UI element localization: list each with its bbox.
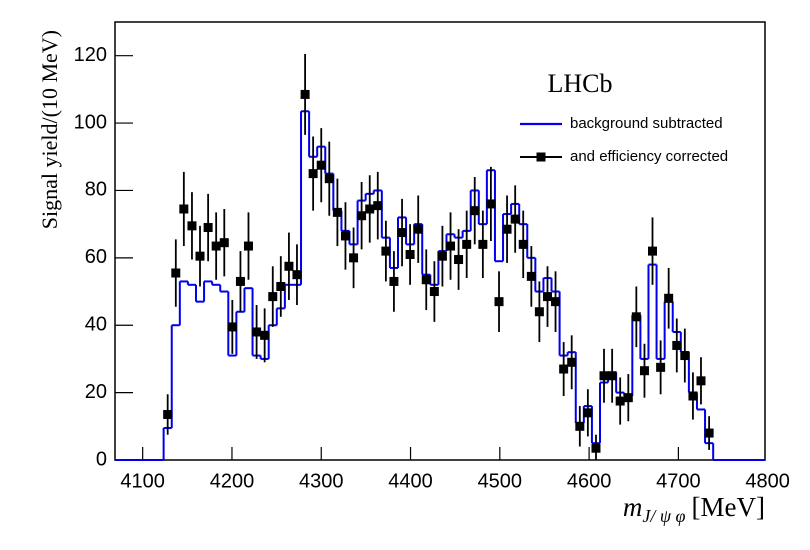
data-point [583, 408, 593, 418]
y-axis-label: Signal yield/(10 MeV) [37, 30, 62, 229]
data-point [534, 307, 544, 317]
x-tick-label: 4500 [478, 470, 523, 492]
data-point [308, 169, 318, 179]
data-point [591, 443, 601, 453]
data-point [688, 391, 698, 401]
experiment-label: LHCb [548, 69, 613, 98]
data-point [357, 211, 367, 221]
data-point [502, 224, 512, 234]
y-tick-label: 80 [85, 179, 107, 201]
data-point [373, 201, 383, 211]
legend-label: background subtracted [570, 115, 723, 132]
x-tick-label: 4600 [567, 470, 612, 492]
x-axis-label: mJ/ ψ φ [MeV] [623, 492, 765, 526]
data-point [413, 224, 423, 234]
data-point [470, 206, 480, 216]
data-point [211, 241, 221, 251]
data-point [631, 312, 641, 322]
data-point [421, 275, 431, 285]
data-point [243, 241, 253, 251]
data-point [203, 223, 213, 233]
data-point [437, 251, 447, 261]
data-point [219, 238, 229, 248]
data-point [284, 261, 294, 271]
data-point [446, 241, 456, 251]
plot-frame [114, 21, 766, 461]
data-point [365, 204, 375, 214]
x-tick-label: 4300 [299, 470, 344, 492]
y-tick-label: 20 [85, 381, 107, 403]
data-point [639, 366, 649, 376]
x-tick-label: 4100 [120, 470, 165, 492]
data-point [187, 221, 197, 231]
x-tick-label: 4700 [656, 470, 701, 492]
data-point [163, 410, 173, 420]
data-point [235, 276, 245, 286]
data-point [300, 89, 310, 99]
data-point [623, 393, 633, 403]
data-point [405, 249, 415, 259]
data-point [227, 322, 237, 332]
legend-swatch [536, 152, 546, 162]
data-point [292, 270, 302, 280]
x-label-subscript: J/ ψ φ [642, 506, 685, 526]
data-point [397, 228, 407, 238]
data-point [389, 276, 399, 286]
data-point [704, 428, 714, 438]
data-point [559, 364, 569, 374]
data-point [696, 376, 706, 386]
data-point [672, 340, 682, 350]
y-tick-label: 0 [96, 448, 107, 470]
data-point [664, 293, 674, 303]
data-point [171, 268, 181, 278]
data-point [195, 251, 205, 261]
data-point [462, 239, 472, 249]
y-tick-label: 100 [74, 111, 107, 133]
x-label-symbol: m [623, 492, 643, 522]
data-point [656, 362, 666, 372]
data-point [648, 246, 657, 256]
x-tick-label: 4400 [388, 470, 433, 492]
data-point [567, 357, 577, 367]
data-point [518, 239, 528, 249]
x-tick-label: 4800 [745, 470, 790, 492]
data-point [260, 330, 270, 340]
data-point [340, 231, 350, 241]
data-point [551, 297, 561, 307]
y-tick-label: 40 [85, 314, 107, 336]
data-point [615, 396, 625, 406]
x-label-unit: [MeV] [692, 492, 765, 522]
data-point [349, 253, 359, 263]
data-point [494, 297, 504, 307]
data-point [599, 371, 609, 381]
data-point [543, 292, 552, 302]
data-point [526, 271, 536, 281]
data-point [252, 327, 262, 337]
data-point [276, 281, 286, 291]
data-point [324, 174, 334, 184]
data-point [510, 214, 520, 224]
data-point [454, 255, 464, 265]
data-point [316, 160, 326, 170]
data-point [680, 351, 690, 361]
data-point [478, 239, 488, 249]
y-tick-label: 60 [85, 246, 107, 268]
data-point [429, 287, 439, 297]
data-point [486, 199, 496, 209]
legend-label: and efficiency corrected [570, 148, 728, 165]
x-tick-label: 4200 [210, 470, 255, 492]
y-tick-label: 120 [74, 44, 107, 66]
data-point [179, 204, 189, 214]
data-point [268, 292, 278, 302]
data-point [607, 371, 617, 381]
data-point [381, 246, 391, 256]
data-point [332, 207, 342, 217]
data-point [575, 421, 585, 431]
